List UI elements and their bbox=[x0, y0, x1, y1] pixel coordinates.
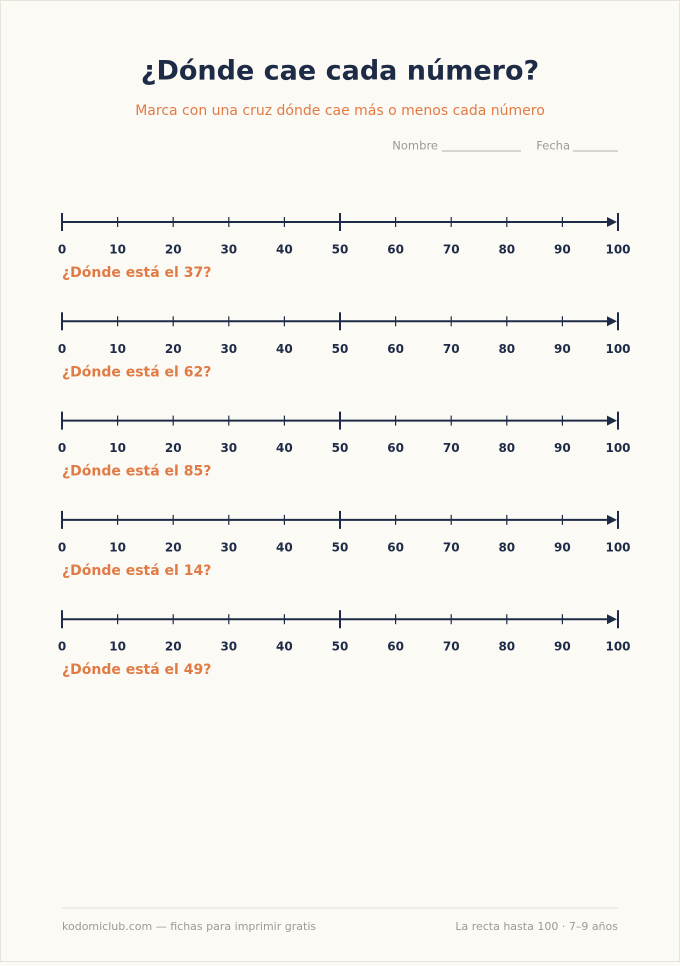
tick-label: 90 bbox=[554, 342, 571, 356]
tick-label: 20 bbox=[165, 243, 182, 257]
tick-label: 0 bbox=[58, 640, 66, 654]
tick-label: 70 bbox=[443, 342, 460, 356]
tick-label: 0 bbox=[58, 540, 66, 554]
question: ¿Dónde está el 14? bbox=[62, 563, 211, 579]
tick-label: 10 bbox=[109, 540, 126, 554]
tick-label: 10 bbox=[109, 243, 126, 257]
footer-left: kodomiclub.com — fichas para imprimir gr… bbox=[62, 920, 316, 933]
tick-label: 40 bbox=[276, 540, 293, 554]
tick-label: 40 bbox=[276, 441, 293, 455]
tick-label: 80 bbox=[498, 342, 515, 356]
tick-label: 20 bbox=[165, 441, 182, 455]
arrow-head bbox=[607, 415, 617, 426]
question: ¿Dónde está el 62? bbox=[62, 364, 211, 380]
tick-label: 20 bbox=[165, 540, 182, 554]
tick-label: 80 bbox=[498, 540, 515, 554]
arrow-head bbox=[607, 614, 617, 625]
tick-label: 100 bbox=[605, 441, 630, 455]
arrow-head bbox=[607, 316, 617, 327]
tick-label: 40 bbox=[276, 640, 293, 654]
tick-label: 30 bbox=[220, 540, 237, 554]
arrow-head bbox=[607, 514, 617, 525]
tick-label: 70 bbox=[443, 640, 460, 654]
tick-label: 50 bbox=[332, 441, 349, 455]
tick-label: 100 bbox=[605, 243, 630, 257]
tick-label: 60 bbox=[387, 540, 404, 554]
tick-label: 10 bbox=[109, 441, 126, 455]
tick-label: 20 bbox=[165, 640, 182, 654]
name-label: Nombre bbox=[392, 139, 438, 153]
tick-label: 90 bbox=[554, 640, 571, 654]
tick-label: 50 bbox=[332, 540, 349, 554]
tick-label: 40 bbox=[276, 243, 293, 257]
tick-label: 50 bbox=[332, 243, 349, 257]
tick-label: 50 bbox=[332, 342, 349, 356]
tick-label: 60 bbox=[387, 441, 404, 455]
tick-label: 70 bbox=[443, 441, 460, 455]
tick-label: 90 bbox=[554, 243, 571, 257]
tick-label: 30 bbox=[220, 640, 237, 654]
tick-label: 0 bbox=[58, 441, 66, 455]
tick-label: 30 bbox=[220, 342, 237, 356]
tick-label: 80 bbox=[498, 441, 515, 455]
tick-label: 90 bbox=[554, 441, 571, 455]
tick-label: 100 bbox=[605, 540, 630, 554]
tick-label: 10 bbox=[109, 640, 126, 654]
question: ¿Dónde está el 49? bbox=[62, 662, 211, 678]
tick-label: 90 bbox=[554, 540, 571, 554]
tick-label: 60 bbox=[387, 243, 404, 257]
tick-label: 60 bbox=[387, 342, 404, 356]
tick-label: 100 bbox=[605, 640, 630, 654]
tick-label: 10 bbox=[109, 342, 126, 356]
tick-label: 0 bbox=[58, 342, 66, 356]
tick-label: 30 bbox=[220, 243, 237, 257]
question: ¿Dónde está el 85? bbox=[62, 464, 211, 480]
tick-label: 60 bbox=[387, 640, 404, 654]
tick-label: 20 bbox=[165, 342, 182, 356]
tick-label: 80 bbox=[498, 640, 515, 654]
tick-label: 70 bbox=[443, 243, 460, 257]
title: ¿Dónde cae cada número? bbox=[141, 56, 539, 87]
subtitle: Marca con una cruz dónde cae más o menos… bbox=[135, 103, 545, 119]
number-lines: 0 10 20 30 40 50 60 70 80 90 100¿Dónde está el 37?… bbox=[58, 213, 631, 678]
tick-label: 100 bbox=[605, 342, 630, 356]
tick-label: 40 bbox=[276, 342, 293, 356]
tick-label: 70 bbox=[443, 540, 460, 554]
footer-right: La recta hasta 100 · 7–9 años bbox=[455, 920, 618, 933]
date-label: Fecha bbox=[536, 139, 570, 153]
tick-label: 50 bbox=[332, 640, 349, 654]
tick-label: 0 bbox=[58, 243, 66, 257]
arrow-head bbox=[607, 217, 617, 227]
question: ¿Dónde está el 37? bbox=[62, 265, 211, 281]
tick-label: 80 bbox=[498, 243, 515, 257]
tick-label: 30 bbox=[220, 441, 237, 455]
